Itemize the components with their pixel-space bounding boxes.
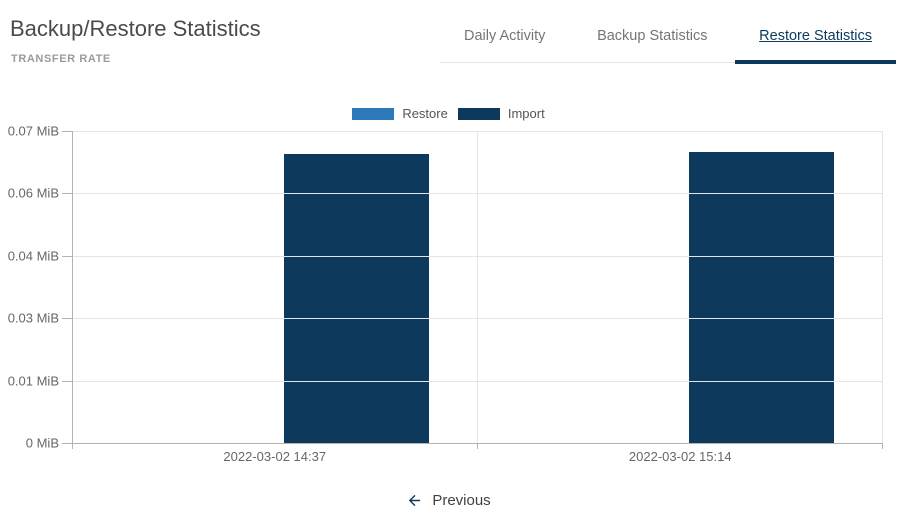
tab-backup-statistics[interactable]: Backup Statistics — [597, 28, 708, 44]
category-slot-0 — [73, 131, 478, 443]
previous-label: Previous — [432, 492, 491, 509]
x-axis-label: 2022-03-02 15:14 — [628, 449, 732, 464]
category-slot-1 — [478, 131, 883, 443]
y-axis: 0.07 MiB 0.06 MiB 0.04 MiB 0.03 MiB 0.01 MiB… — [0, 124, 72, 451]
tab-restore-statistics[interactable]: Restore Statistics — [735, 10, 896, 64]
x-tick-mark — [72, 443, 73, 449]
tab-bar: Daily Activity Backup Statistics Restore… — [440, 10, 896, 64]
bar-group-1 — [544, 131, 834, 443]
pagination-footer: Previous — [0, 492, 897, 509]
previous-link[interactable]: Previous — [406, 492, 491, 509]
section-subtitle: TRANSFER RATE — [11, 53, 111, 65]
bar-import-0[interactable] — [283, 154, 429, 443]
y-tick-label: 0.01 MiB — [7, 373, 59, 389]
h-gridline — [73, 255, 883, 257]
bar-group-0 — [139, 131, 429, 443]
h-gridline — [73, 380, 883, 382]
y-tick-label: 0.03 MiB — [7, 310, 59, 326]
chart-legend: Restore Import — [0, 106, 897, 121]
y-tick-label: 0.07 MiB — [7, 123, 59, 139]
y-tick-mark — [62, 443, 72, 444]
legend-item-import[interactable]: Import — [457, 106, 545, 121]
y-tick-label: 0.04 MiB — [7, 248, 59, 264]
h-gridline — [73, 318, 883, 320]
legend-label: Import — [507, 106, 545, 121]
page-title: Backup/Restore Statistics — [10, 16, 261, 41]
y-tick-label: 0 MiB — [25, 435, 59, 451]
legend-swatch — [457, 107, 500, 120]
x-axis-labels: 2022-03-02 14:37 2022-03-02 15:14 — [72, 449, 883, 464]
h-gridline — [73, 193, 883, 195]
legend-item-restore[interactable]: Restore — [352, 106, 448, 121]
bar-import-1[interactable] — [688, 151, 834, 443]
x-tick-mark — [882, 443, 883, 449]
plot-area — [72, 131, 883, 449]
h-gridline — [73, 131, 883, 132]
tab-daily-activity[interactable]: Daily Activity — [464, 28, 546, 44]
v-gridline — [882, 131, 883, 443]
y-tick-mark — [62, 255, 72, 257]
legend-swatch — [352, 107, 395, 120]
x-axis-label: 2022-03-02 14:37 — [223, 449, 327, 464]
h-gridline — [73, 443, 883, 444]
legend-label: Restore — [402, 106, 448, 121]
y-tick-mark — [62, 318, 72, 320]
v-gridline — [477, 131, 478, 443]
y-tick-label: 0.06 MiB — [7, 185, 59, 201]
transfer-rate-chart: 0.07 MiB 0.06 MiB 0.04 MiB 0.03 MiB 0.01 MiB… — [0, 124, 897, 451]
arrow-back-icon — [406, 492, 423, 509]
bars-layer — [73, 131, 883, 443]
y-tick-mark — [62, 380, 72, 382]
x-tick-mark — [477, 443, 478, 449]
y-tick-mark — [62, 193, 72, 195]
y-tick-mark — [62, 131, 72, 132]
